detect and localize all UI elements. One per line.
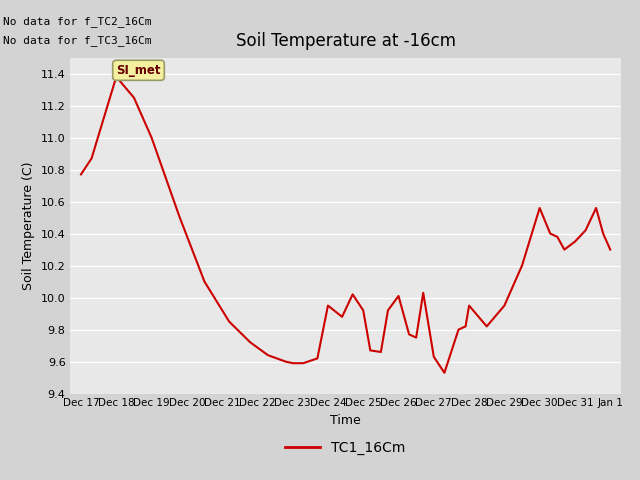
Text: No data for f_TC2_16Cm: No data for f_TC2_16Cm: [3, 16, 152, 27]
X-axis label: Time: Time: [330, 414, 361, 427]
Y-axis label: Soil Temperature (C): Soil Temperature (C): [22, 161, 35, 290]
Text: SI_met: SI_met: [116, 64, 161, 77]
Legend: TC1_16Cm: TC1_16Cm: [280, 435, 412, 461]
Title: Soil Temperature at -16cm: Soil Temperature at -16cm: [236, 33, 456, 50]
Text: No data for f_TC3_16Cm: No data for f_TC3_16Cm: [3, 35, 152, 46]
